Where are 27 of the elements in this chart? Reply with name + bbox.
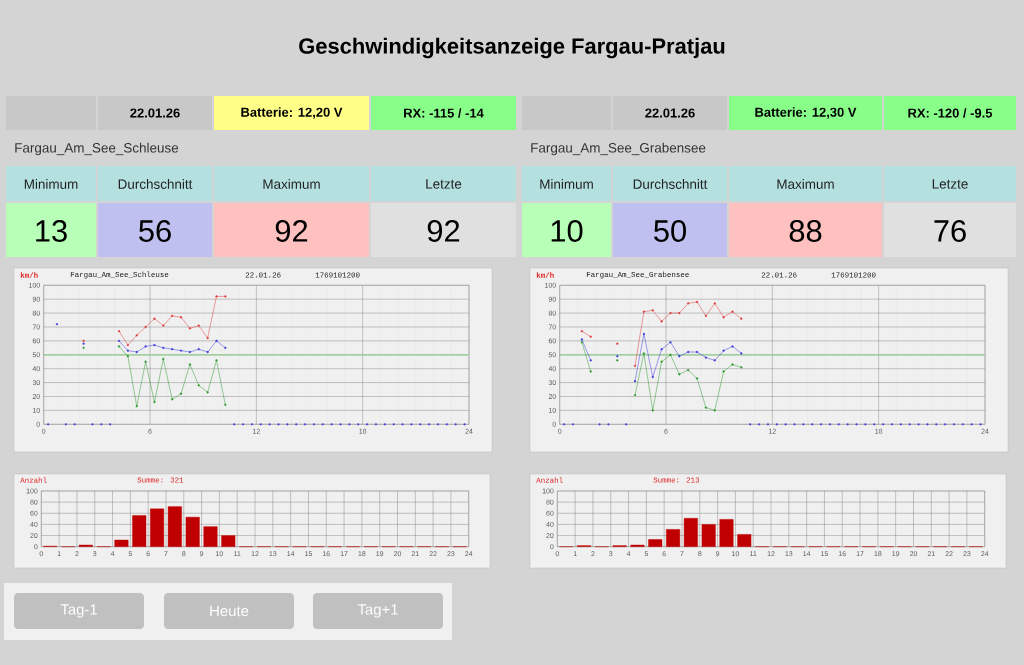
- text: Tag-1: [60, 604, 97, 618]
- text: Batterie: 12,30 V: [755, 107, 857, 119]
- text: Durchschnitt: [118, 179, 193, 189]
- text: Minimum: [540, 179, 593, 189]
- text: Minimum: [24, 179, 78, 189]
- text: RX: -115 / -14: [404, 108, 484, 118]
- text: Letzte: [932, 179, 968, 189]
- text: Durchschnitt: [633, 179, 708, 189]
- text: 92: [427, 220, 460, 242]
- text: Maximum: [777, 179, 834, 189]
- text: Tag+1: [357, 604, 398, 618]
- text: 13: [36, 220, 67, 242]
- text: Fargau_Am_See_Schleuse: [15, 142, 179, 156]
- text: Geschwindigkeitsanzeige Fargau-Pratjau: [299, 37, 725, 59]
- text: Fargau_Am_See_Grabensee: [531, 142, 706, 156]
- text: 76: [934, 220, 966, 242]
- text: 92: [275, 220, 308, 242]
- text: Heute: [210, 605, 249, 617]
- text: Batterie: 12,20 V: [241, 107, 343, 119]
- text: 88: [789, 220, 822, 242]
- text: Maximum: [263, 179, 320, 189]
- text: RX: -120 / -9.5: [908, 108, 993, 118]
- text: 56: [139, 220, 171, 242]
- text: Letzte: [426, 179, 462, 189]
- text: 22.01.26: [645, 108, 695, 118]
- text: 50: [654, 220, 686, 242]
- text: 22.01.26: [130, 108, 180, 118]
